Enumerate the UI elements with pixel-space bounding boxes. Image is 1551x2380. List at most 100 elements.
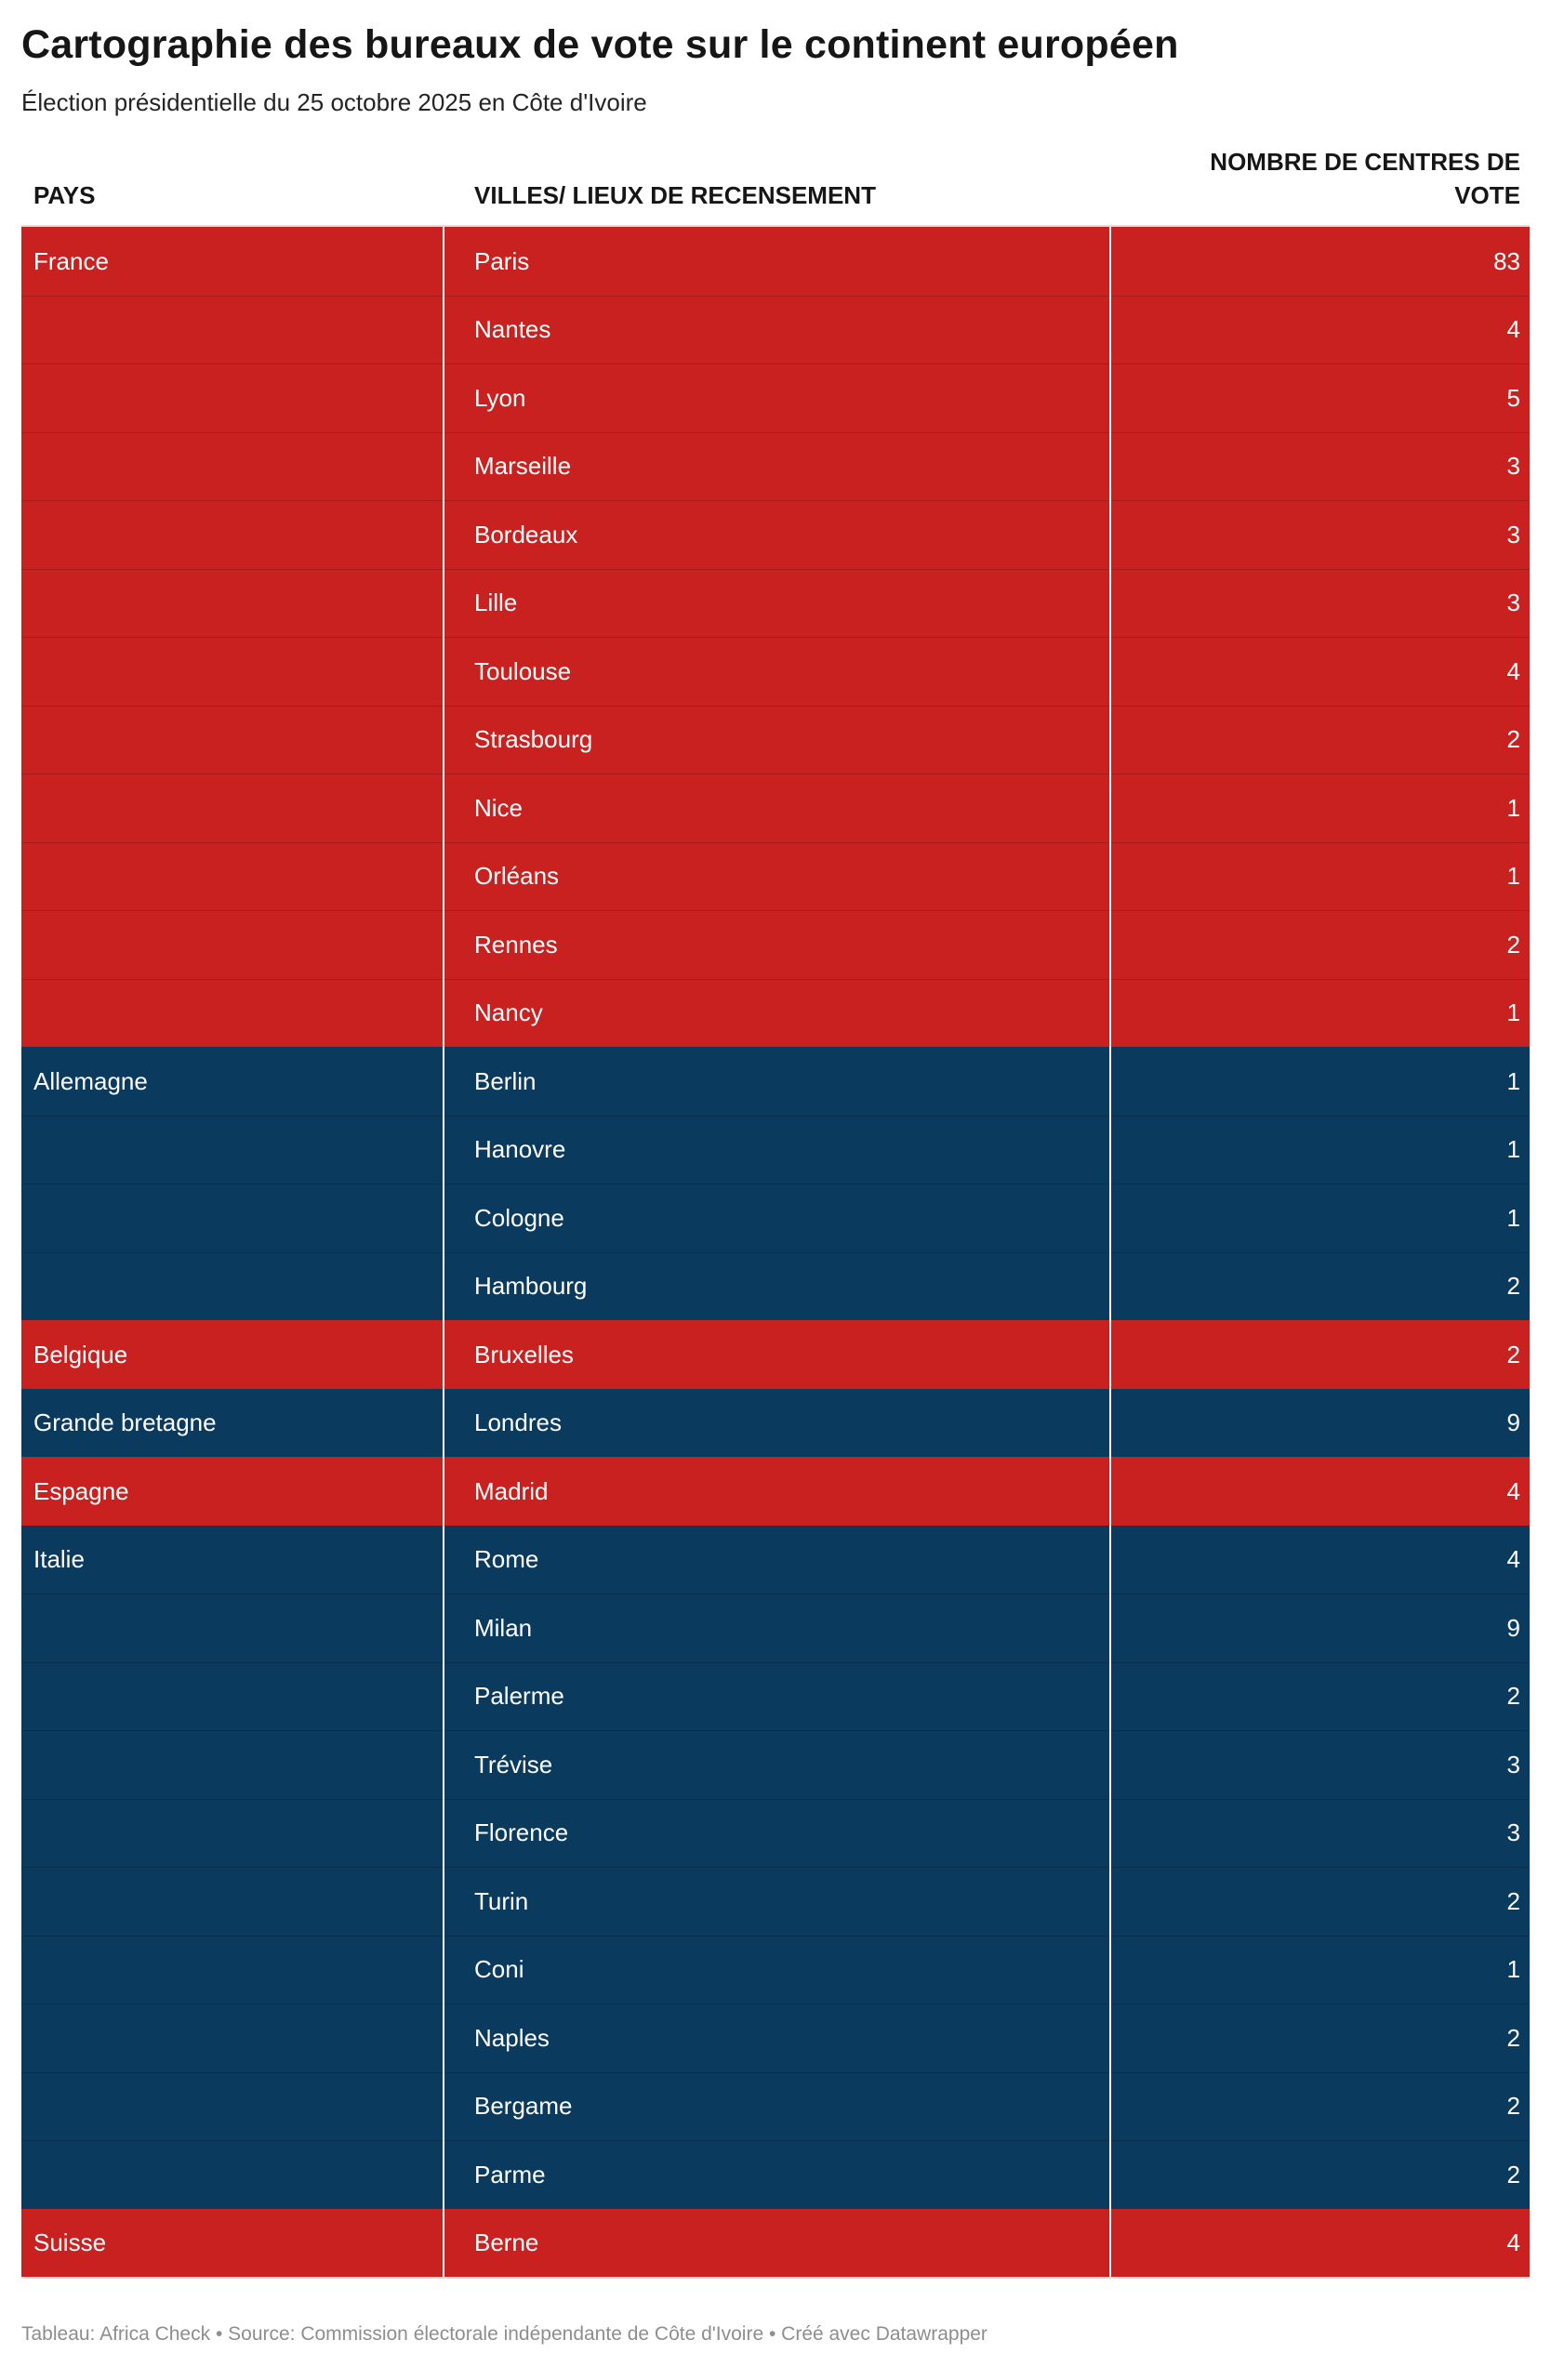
country-cell [21,364,444,432]
table-row: Italie Rome 4 [21,1525,1530,1594]
column-header-villes: VILLES/ LIEUX DE RECENSEMENT [474,180,876,209]
city-cell: Hambourg [444,1251,1111,1321]
country-cell [21,1661,444,1731]
table-row: Suisse Berne 4 [21,2208,1530,2278]
country-cell: Belgique [21,1320,444,1389]
city-cell: Florence [444,1798,1111,1868]
count-cell: 3 [1506,1750,1520,1778]
count-cell: 83 [1493,246,1520,275]
count-cell: 4 [1506,1476,1520,1505]
table-row: Espagne Madrid 4 [21,1457,1530,1526]
count-cell: 2 [1506,2092,1520,2121]
city-cell: Lille [444,568,1111,638]
city-cell: Nice [444,774,1111,842]
table-row: Hambourg 2 [21,1251,1530,1321]
count-cell: 4 [1506,315,1520,344]
count-cell: 2 [1506,2160,1520,2188]
city-cell: Milan [444,1593,1111,1662]
country-cell [21,1183,444,1252]
table-row: Parme 2 [21,2140,1530,2209]
table-row: Lille 3 [21,568,1530,638]
table-row: Nice 1 [21,774,1530,842]
table-header-row: PAYS VILLES/ LIEUX DE RECENSEMENT NOMBRE… [21,138,1530,228]
country-cell: Suisse [21,2208,444,2278]
country-cell [21,431,444,501]
count-cell: 1 [1506,1135,1520,1164]
city-cell: Lyon [444,364,1111,432]
table-row: Allemagne Berlin 1 [21,1047,1530,1116]
country-cell [21,2003,444,2072]
city-cell: Bruxelles [444,1320,1111,1389]
count-cell: 1 [1506,998,1520,1027]
country-cell [21,500,444,569]
city-cell: Naples [444,2003,1111,2072]
table-row: Naples 2 [21,2003,1530,2072]
table-row: Turin 2 [21,1867,1530,1936]
table-row: Palerme 2 [21,1661,1530,1731]
country-cell [21,295,444,364]
table-row: Rennes 2 [21,910,1530,979]
city-cell: Trévise [444,1730,1111,1799]
country-cell [21,1798,444,1868]
count-cell: 9 [1506,1613,1520,1642]
count-cell: 3 [1506,452,1520,481]
city-cell: Rennes [444,910,1111,979]
country-cell [21,841,444,911]
country-cell [21,1935,444,2004]
table-row: Nantes 4 [21,295,1530,364]
table-row: Grande bretagne Londres 9 [21,1388,1530,1458]
chart-subtitle: Élection présidentielle du 25 octobre 20… [21,87,647,116]
table-row: Bordeaux 3 [21,500,1530,569]
count-cell: 1 [1506,1066,1520,1095]
count-cell: 5 [1506,383,1520,412]
count-cell: 1 [1506,1955,1520,1984]
city-cell: Coni [444,1935,1111,2004]
count-cell: 1 [1506,862,1520,891]
city-cell: Madrid [444,1457,1111,1526]
count-cell: 3 [1506,588,1520,617]
table-row: Marseille 3 [21,431,1530,501]
country-cell [21,1730,444,1799]
count-cell: 4 [1506,656,1520,685]
city-cell: Berne [444,2208,1111,2278]
country-cell: Allemagne [21,1047,444,1116]
table-row: Florence 3 [21,1798,1530,1868]
count-cell: 4 [1506,2228,1520,2257]
country-cell: Espagne [21,1457,444,1526]
city-cell: Parme [444,2140,1111,2209]
country-cell [21,1867,444,1936]
city-cell: Berlin [444,1047,1111,1116]
city-cell: Nantes [444,295,1111,364]
table-row: Bergame 2 [21,2071,1530,2141]
attribution-footer: Tableau: Africa Check • Source: Commissi… [21,2323,988,2346]
table-row: Belgique Bruxelles 2 [21,1320,1530,1389]
count-cell: 3 [1506,520,1520,549]
country-cell [21,1593,444,1662]
country-cell [21,2140,444,2209]
count-cell: 2 [1506,1682,1520,1711]
country-cell [21,637,444,706]
city-cell: Orléans [444,841,1111,911]
city-cell: Paris [444,227,1111,296]
country-cell [21,978,444,1048]
city-cell: Marseille [444,431,1111,501]
country-cell: Italie [21,1525,444,1594]
country-cell [21,1115,444,1184]
table-row: France Paris 83 [21,227,1530,296]
count-cell: 9 [1506,1408,1520,1437]
count-cell: 2 [1506,2023,1520,2052]
count-cell: 2 [1506,1886,1520,1915]
count-cell: 1 [1506,1203,1520,1232]
count-cell: 3 [1506,1818,1520,1847]
count-cell: 4 [1506,1545,1520,1574]
table-body: France Paris 83 Nantes 4 Lyon 5 Marseille 3 Borde… [21,227,1530,2280]
table-row: Orléans 1 [21,841,1530,911]
table-row: Coni 1 [21,1935,1530,2004]
city-cell: Toulouse [444,637,1111,706]
count-cell: 2 [1506,930,1520,959]
table-row: Toulouse 4 [21,637,1530,706]
table-row: Lyon 5 [21,364,1530,432]
count-cell: 2 [1506,1340,1520,1368]
column-header-centres-label: NOMBRE DE CENTRES DE VOTE [1210,147,1520,209]
